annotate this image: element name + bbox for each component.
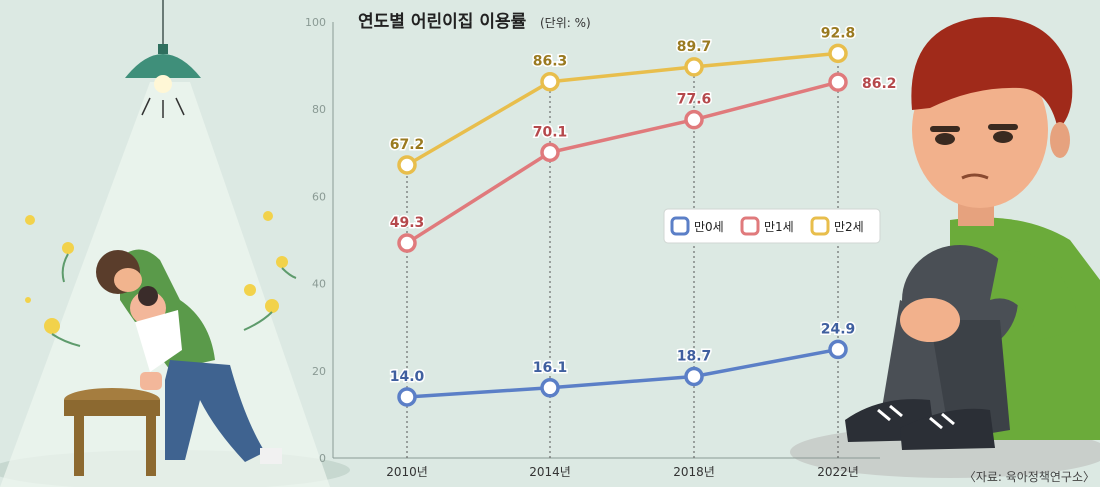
legend-label: 만2세 <box>834 220 864 234</box>
sad-boy-illustration <box>790 17 1100 478</box>
y-tick-label: 100 <box>305 16 326 29</box>
data-point <box>540 142 560 163</box>
legend-swatch <box>670 216 690 236</box>
data-label: 67.2 <box>390 137 425 153</box>
x-tick-label: 2022년 <box>817 465 859 479</box>
data-label: 49.3 <box>390 215 425 231</box>
legend-label: 만1세 <box>764 220 794 234</box>
y-tick-label: 0 <box>319 452 326 465</box>
data-label: 86.3 <box>533 54 568 70</box>
data-label: 77.6 <box>677 92 712 108</box>
data-point <box>397 233 417 253</box>
data-label: 18.7 <box>677 348 712 364</box>
x-tick-labels: 2010년 2014년 2018년 2022년 <box>386 465 859 479</box>
y-tick-label: 20 <box>312 365 326 378</box>
y-tick-label: 60 <box>312 190 326 203</box>
data-label: 89.7 <box>677 39 712 55</box>
series-points <box>397 43 848 407</box>
data-label: 24.9 <box>821 321 856 337</box>
legend-swatch <box>740 216 760 236</box>
series-line-2 <box>406 80 839 245</box>
series-data-labels: 14.0 16.1 18.7 24.9 49.3 70.1 77.6 86.2 67.2 86.3… <box>388 24 898 387</box>
y-tick-label: 40 <box>312 278 326 291</box>
y-tick-label: 80 <box>312 103 326 116</box>
x-tick-label: 2014년 <box>529 465 571 479</box>
mother-child-illustration <box>0 0 350 487</box>
data-point <box>397 155 417 175</box>
data-point <box>684 366 704 387</box>
data-label: 70.1 <box>533 124 568 140</box>
legend-label: 만0세 <box>694 220 724 234</box>
source-note: 〈자료: 육아정책연구소〉 <box>964 469 1095 484</box>
data-point <box>540 71 560 92</box>
data-point <box>684 57 704 77</box>
y-tick-labels: 0 20 40 60 80 100 <box>305 16 326 465</box>
series-line-1 <box>406 347 839 399</box>
data-label: 14.0 <box>390 369 425 385</box>
chart-title: 연도별 어린이집 이용률 <box>358 12 527 32</box>
line-chart: 0 20 40 60 80 100 2010년 2014년 2018년 2022년 14.0 16… <box>305 12 898 479</box>
legend-swatch <box>810 216 830 236</box>
data-point <box>828 339 848 360</box>
data-point <box>828 72 848 92</box>
chart-unit-label: (단위: %) <box>540 16 591 30</box>
category-dashed-lines <box>406 53 839 458</box>
series-line-3 <box>406 51 839 167</box>
data-label: 16.1 <box>533 360 568 376</box>
data-point <box>540 378 560 398</box>
data-point <box>397 387 417 407</box>
data-point <box>828 43 848 64</box>
legend: 만0세 만1세 만2세 <box>663 208 881 244</box>
series-lines <box>406 51 839 399</box>
x-tick-label: 2010년 <box>386 465 428 479</box>
data-label: 86.2 <box>862 76 897 92</box>
x-tick-label: 2018년 <box>673 465 715 479</box>
data-point <box>684 109 704 130</box>
data-label: 92.8 <box>821 25 856 41</box>
